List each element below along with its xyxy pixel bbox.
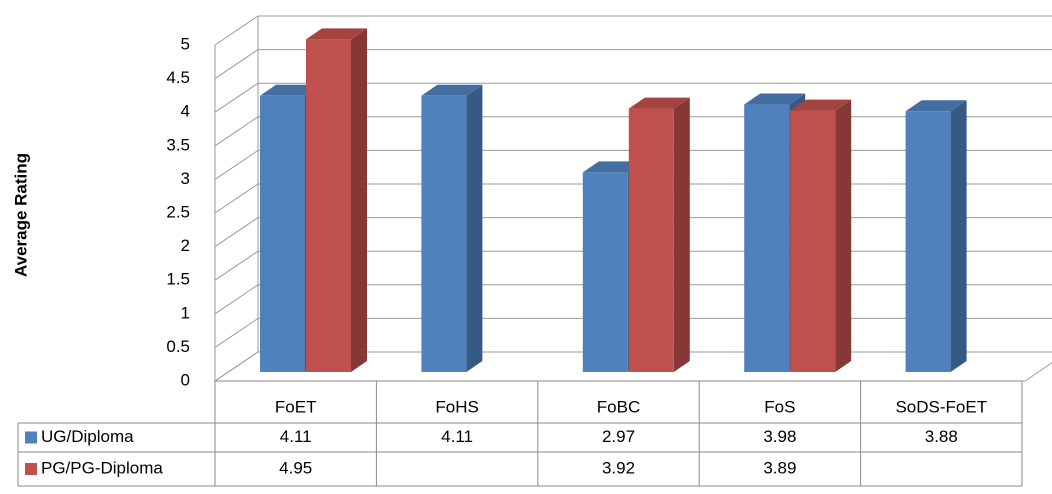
bar-top [905, 100, 967, 112]
bar [306, 39, 351, 373]
bar-top [421, 84, 483, 96]
grid-line [214, 351, 259, 382]
bar-side [466, 84, 483, 373]
y-tick-label: 3.5 [166, 135, 190, 154]
y-tick-label: 4.5 [166, 68, 190, 87]
grid-line [214, 217, 259, 248]
bar-side [950, 100, 967, 372]
grid-line [214, 149, 259, 180]
bar-top [582, 161, 644, 173]
bar [905, 111, 951, 372]
y-axis-title: Average Rating [11, 153, 30, 277]
y-tick-label: 0.5 [166, 337, 190, 356]
bar-top [628, 97, 690, 109]
table-value: 3.92 [602, 458, 635, 477]
table-value: 2.97 [602, 427, 635, 446]
y-tick-label: 4 [181, 102, 190, 121]
bar [260, 95, 305, 373]
x-tick-label: FoET [275, 397, 317, 416]
bar-top [744, 93, 806, 105]
x-tick-label: FoS [764, 397, 795, 416]
legend-label: UG/Diploma [41, 427, 134, 446]
y-tick-label: 2 [181, 236, 190, 255]
grid-line [214, 116, 259, 147]
grid-line [214, 250, 259, 281]
grid-line [214, 284, 259, 315]
grid-line [214, 317, 259, 348]
table-value: 3.89 [763, 458, 796, 477]
x-tick-label: SoDS-FoET [895, 397, 987, 416]
bar-side [351, 28, 367, 373]
grid-line [214, 183, 259, 214]
bar [628, 108, 674, 373]
grid-line [214, 49, 259, 80]
y-tick-label: 3 [181, 169, 190, 188]
table-value: 3.98 [763, 427, 796, 446]
y-tick-label: 1.5 [166, 270, 190, 289]
bar-side [835, 99, 852, 372]
x-tick-label: FoBC [597, 397, 640, 416]
bar-top [306, 28, 367, 40]
legend-swatch [25, 463, 37, 475]
table-value: 4.95 [279, 458, 312, 477]
bar [744, 104, 790, 372]
x-tick-label: FoHS [435, 397, 478, 416]
bar-top [260, 84, 321, 96]
grid-line [214, 82, 259, 113]
bar-top [790, 99, 852, 111]
bar [421, 95, 467, 373]
grid-line [214, 15, 259, 46]
legend-label: PG/PG-Diploma [41, 458, 163, 477]
table-value: 3.88 [925, 427, 958, 446]
table-value: 4.11 [280, 427, 312, 446]
bar [790, 110, 836, 372]
bar-side [673, 97, 690, 373]
legend-swatch [25, 431, 37, 444]
table-value: 4.11 [441, 427, 473, 446]
y-tick-label: 1 [181, 303, 190, 322]
bar [582, 172, 628, 372]
y-tick-label: 2.5 [166, 202, 190, 221]
y-tick-label: 0 [181, 370, 190, 389]
y-tick-label: 5 [181, 34, 190, 53]
